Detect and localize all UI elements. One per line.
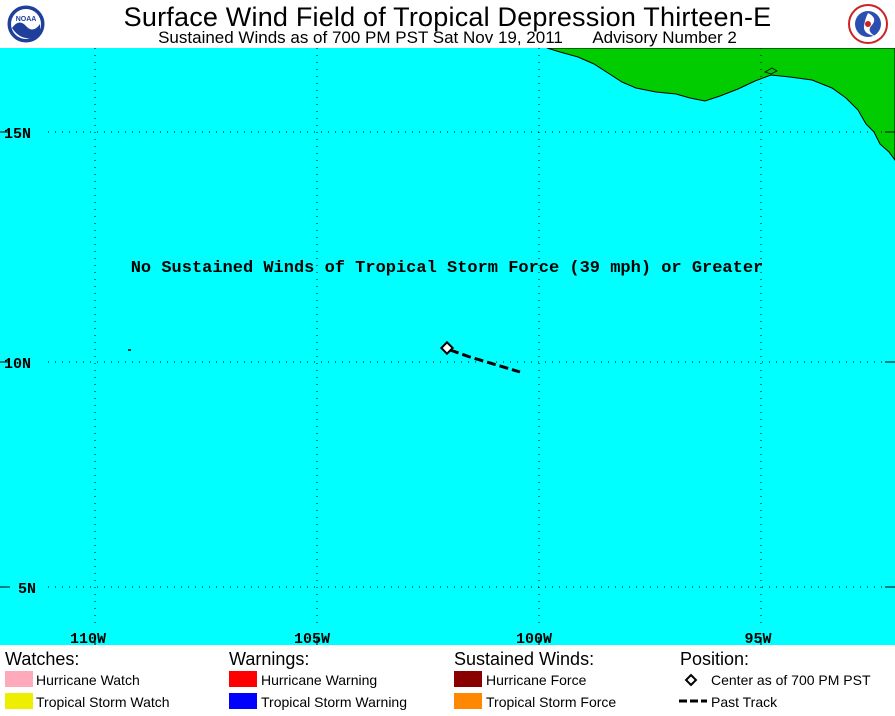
tropical-storm-warning-swatch xyxy=(229,693,257,709)
no-winds-notice: No Sustained Winds of Tropical Storm For… xyxy=(131,259,764,278)
storm-center-diamond xyxy=(439,340,455,356)
tropical-storm-watch-swatch xyxy=(5,693,33,709)
lon-label-110w: 110W xyxy=(70,631,106,645)
tropical-storm-force-label: Tropical Storm Force xyxy=(486,694,617,710)
legend: Watches: Hurricane Watch Tropical Storm … xyxy=(0,645,895,716)
tropical-storm-force-swatch xyxy=(454,693,482,709)
nws-logo xyxy=(848,4,888,44)
lat-label-10n: 10N xyxy=(4,356,31,373)
lon-label-95w: 95W xyxy=(744,631,771,645)
tropical-storm-watch-label: Tropical Storm Watch xyxy=(36,694,170,710)
legend-winds-heading: Sustained Winds: xyxy=(454,649,595,669)
header: NOAA Surface Wind Field of Tropical Depr… xyxy=(0,0,895,48)
lon-label-100w: 100W xyxy=(516,631,552,645)
hurricane-warning-label: Hurricane Warning xyxy=(261,672,378,688)
diamond-icon xyxy=(684,673,698,687)
center-position-label: Center as of 700 PM PST xyxy=(711,672,871,688)
past-track-label: Past Track xyxy=(711,694,778,710)
lat-label-5n: 5N xyxy=(18,581,36,598)
map-area: 15N 10N 5N 110W 105W 100W 95W No Sustain… xyxy=(0,48,895,645)
tropical-storm-warning-label: Tropical Storm Warning xyxy=(261,694,408,710)
hurricane-force-label: Hurricane Force xyxy=(486,672,587,688)
legend-warnings-heading: Warnings: xyxy=(229,649,310,669)
legend-position-heading: Position: xyxy=(680,649,750,669)
legend-watches-heading: Watches: xyxy=(5,649,80,669)
past-track xyxy=(449,348,521,374)
island xyxy=(764,67,778,75)
noaa-logo-text: NOAA xyxy=(16,16,37,23)
tick-marks xyxy=(0,131,895,645)
subtitle-advisory: Advisory Number 2 xyxy=(592,28,737,47)
hurricane-watch-label: Hurricane Watch xyxy=(36,672,140,688)
lon-label-105w: 105W xyxy=(294,631,330,645)
land-mexico-coast xyxy=(546,48,895,161)
dashed-line-icon xyxy=(679,699,707,703)
map-title: Surface Wind Field of Tropical Depressio… xyxy=(123,2,772,32)
map-subtitle: Sustained Winds as of 700 PM PST Sat Nov… xyxy=(0,28,895,48)
hurricane-warning-swatch xyxy=(229,671,257,687)
subtitle-time: Sustained Winds as of 700 PM PST Sat Nov… xyxy=(158,28,563,47)
hurricane-force-swatch xyxy=(454,671,482,687)
hurricane-watch-swatch xyxy=(5,671,33,687)
lat-label-15n: 15N xyxy=(4,126,31,143)
noaa-logo: NOAA xyxy=(6,4,46,44)
